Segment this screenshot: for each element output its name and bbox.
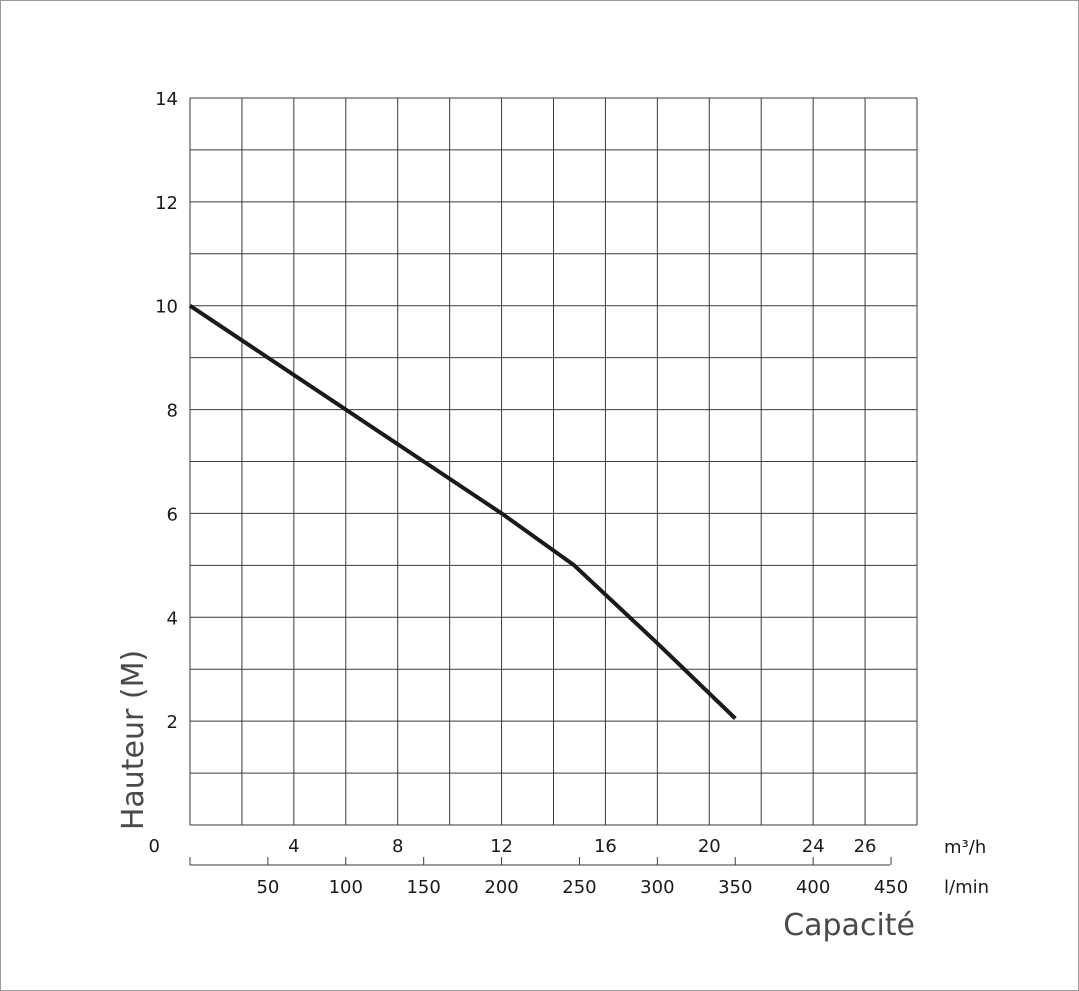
x-tick-label-lmin: 200 [484,877,518,898]
x-unit-lmin: l/min [944,877,989,898]
y-axis-title: Hauteur (M) [116,650,151,830]
x-tick-label-lmin: 400 [796,877,830,898]
x-tick-label-m3h: 4 [288,836,299,857]
x-tick-label-m3h: 20 [698,836,721,857]
x-tick-label-lmin: 50 [256,877,279,898]
y-tick-label: 8 [167,401,178,422]
x-tick-label-lmin: 300 [640,877,674,898]
x-tick-label-lmin: 250 [562,877,596,898]
curve-layer [188,304,737,720]
x-tick-label-m3h: 16 [594,836,617,857]
y-tick-label: 2 [167,712,178,733]
x-unit-m3h: m³/h [944,837,986,858]
x-tick-label-m3h: 24 [802,836,825,857]
x-axis-lmin: 50 100 150 200 250 300 350 400 450 l/min [189,857,989,898]
x-tick-label-m3h: 8 [392,836,403,857]
x-axis-title: Capacité [783,908,915,943]
y-tick-label: 14 [155,89,178,110]
x-tick-label-lmin: 350 [718,877,752,898]
grid [189,97,918,826]
x-tick-label-m3h: 12 [490,836,513,857]
x-tick-label-lmin: 100 [329,877,363,898]
y-tick-label: 10 [155,297,178,318]
x-tick-label-lmin: 150 [406,877,440,898]
y-tick-label: 4 [167,608,178,629]
x-axis-m3h: 4 8 12 16 20 24 26 m³/h [288,836,986,858]
x-tick-label-lmin: 450 [874,877,908,898]
y-tick-labels: 0 2 4 6 8 10 12 14 [149,89,178,857]
y-tick-label: 12 [155,193,178,214]
pump-curve-line [188,304,737,720]
x-tick-label-m3h: 26 [854,836,877,857]
y-tick-label: 0 [149,836,160,857]
y-tick-label: 6 [167,504,178,525]
